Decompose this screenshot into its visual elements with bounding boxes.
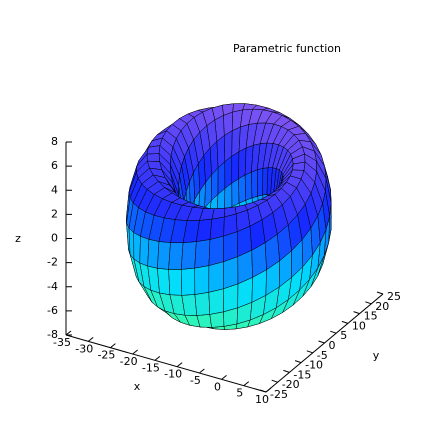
surface-facet [223, 231, 239, 263]
y-tick-label: 10 [352, 319, 366, 332]
y-tick-label: -5 [317, 349, 328, 362]
surface-facet [251, 169, 258, 199]
x-axis-label: x [134, 380, 141, 393]
x-tick [199, 368, 205, 374]
y-tick-label: -25 [270, 388, 288, 401]
x-tick-label: 0 [214, 380, 221, 393]
y-tick [271, 379, 278, 383]
surface-facet [257, 167, 264, 197]
x-tick [221, 374, 227, 380]
surface-facet [128, 227, 135, 260]
x-tick-label: -20 [120, 355, 138, 368]
z-tick-label: -8 [47, 328, 58, 341]
surface-facet [251, 242, 267, 278]
z-axis-label: z [15, 232, 21, 245]
y-tick [294, 360, 302, 364]
z-tick-label: -4 [47, 280, 58, 293]
surface-facet [168, 269, 183, 296]
x-tick [154, 355, 161, 361]
x-tick [176, 362, 183, 368]
y-tick-label: -10 [305, 359, 323, 372]
y-tick-label: 15 [364, 310, 378, 323]
x-tick-label: -15 [142, 361, 160, 374]
x-tick [132, 349, 138, 355]
y-tick [306, 350, 313, 354]
surface-facet [208, 288, 224, 315]
y-tick [318, 340, 325, 344]
surface-facet [157, 268, 171, 295]
surface-facet [180, 241, 197, 270]
y-tick-label: 0 [329, 339, 336, 352]
z-tick-label: 4 [51, 183, 58, 196]
y-tick-label: -20 [282, 378, 300, 391]
surface-facet [194, 292, 211, 316]
y-tick [330, 330, 337, 334]
y-tick-label: 25 [387, 290, 401, 303]
x-tick [87, 336, 94, 342]
x-tick [243, 381, 250, 387]
y-tick-label: -15 [293, 368, 311, 381]
y-tick [259, 389, 267, 393]
surface-facet [231, 178, 240, 208]
z-tick-label: 2 [51, 207, 58, 220]
y-tick [283, 369, 290, 373]
y-axis-label: y [373, 349, 380, 362]
surface-facet [194, 265, 210, 295]
surface-facet [194, 239, 211, 269]
surface-facet [209, 216, 225, 240]
z-tick-label: 8 [51, 135, 58, 148]
y-tick-label: 20 [375, 300, 389, 313]
x-tick-label: -30 [75, 342, 93, 355]
x-tick [110, 343, 116, 349]
surface-facet [224, 130, 233, 163]
x-tick-label: -5 [190, 374, 201, 387]
x-tick [65, 330, 72, 336]
surface-facet [133, 232, 141, 264]
y-tick [376, 291, 384, 295]
z-tick-label: -6 [47, 304, 58, 317]
surface-facet [180, 267, 196, 296]
surface-facet [244, 171, 253, 201]
surface-facet [223, 256, 239, 290]
surface-facet [168, 242, 184, 270]
x-tick-label: -25 [97, 349, 115, 362]
x-tick-label: -35 [53, 336, 71, 349]
y-tick-label: 5 [340, 329, 347, 342]
surface [126, 103, 332, 330]
y-tick [365, 301, 372, 305]
z-tick-label: -2 [47, 256, 58, 269]
z-tick-label: 0 [51, 232, 58, 245]
surface-facet [147, 238, 160, 269]
x-axis [65, 334, 267, 393]
surface-facet [216, 134, 226, 169]
surface-facet [208, 261, 224, 293]
surface-facet [238, 174, 247, 204]
x-tick-label: 10 [255, 393, 269, 406]
surface-facet [139, 235, 150, 267]
surface-facet [157, 241, 171, 270]
x-tick [265, 387, 272, 393]
surface-facet [208, 235, 224, 266]
x-tick-label: 5 [236, 387, 243, 400]
y-tick [341, 320, 349, 324]
z-tick-label: 6 [51, 159, 58, 172]
surface-facet [231, 151, 240, 184]
x-tick-label: -10 [164, 368, 182, 381]
y-tick [353, 311, 360, 315]
chart-title: Parametric function [233, 42, 341, 55]
surface-facet [146, 153, 160, 162]
